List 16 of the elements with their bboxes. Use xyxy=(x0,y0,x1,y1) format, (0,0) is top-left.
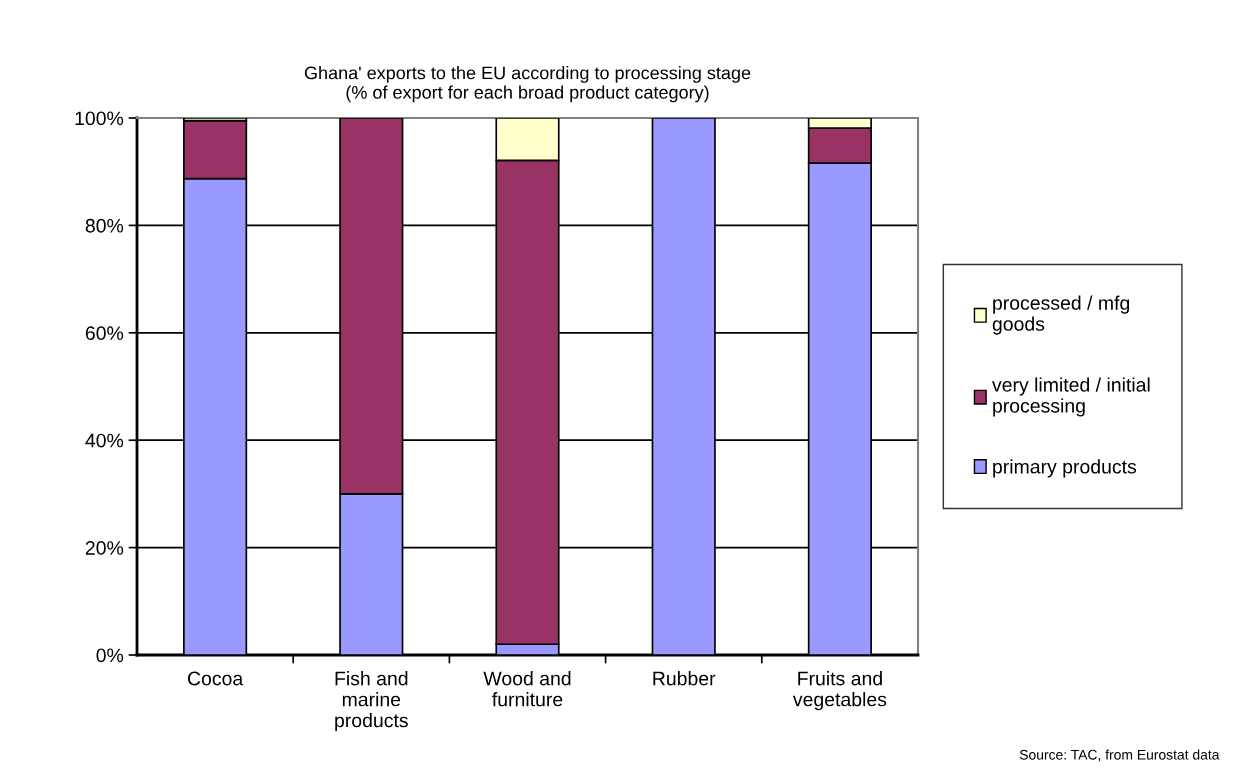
y-tick-label: 20% xyxy=(85,541,124,555)
x-tick-label: Wood and furniture xyxy=(483,671,571,707)
y-tick-label: 60% xyxy=(85,326,124,341)
source-note: Source: TAC, from Eurostat data xyxy=(1019,749,1220,762)
legend-label: primary products xyxy=(993,459,1137,478)
y-tick-label: 100% xyxy=(75,111,124,126)
legend-label: processed / mfg goods xyxy=(992,295,1130,335)
x-tick-label: Fish and marine products xyxy=(335,671,408,732)
y-tick-label: 0% xyxy=(96,648,124,663)
y-tick-label: 80% xyxy=(85,218,124,233)
x-tick-label: Cocoa xyxy=(187,671,244,686)
legend-label: very limited / initial processing xyxy=(992,377,1150,417)
chart-title: Ghana' exports to the EU according to processing stage (% of export for each broad product category) xyxy=(304,66,751,103)
x-tick-label: Rubber xyxy=(653,671,716,686)
y-tick-label: 40% xyxy=(85,433,124,448)
x-tick-label: Fruits and vegetables xyxy=(792,671,887,711)
